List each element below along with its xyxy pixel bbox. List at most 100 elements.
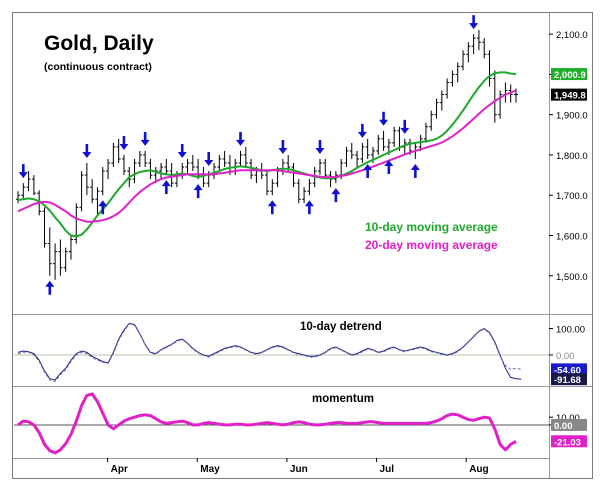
ohlc-bar — [296, 179, 301, 204]
close-last-value: 1,949.8 — [554, 91, 586, 102]
cycle-top-arrow — [278, 139, 288, 154]
arrow-head — [82, 152, 92, 158]
detrend-last-value-bg — [551, 363, 587, 376]
ohlc-bar — [21, 183, 26, 200]
cycle-bottom-arrow — [363, 163, 373, 178]
ohlc-bar — [317, 158, 322, 176]
arrow-head — [161, 180, 171, 187]
cycle-bottom-arrow — [304, 200, 314, 215]
ohlc-bar — [455, 62, 460, 83]
arrow-head — [379, 119, 389, 126]
cycle-top-arrow — [236, 131, 246, 146]
y-tick-label: 2,100.0 — [556, 30, 588, 41]
ohlc-bar — [137, 150, 142, 168]
momentum-last-value-bg — [551, 435, 587, 448]
cycle-bottom-arrow — [98, 200, 108, 215]
ohlc-bar — [111, 142, 116, 168]
x-tick-label-apr: Apr — [111, 464, 128, 475]
price-panel: 1,500.0 1,600.0 1,700.0 1,800.0 1,900.0 2,000… — [16, 15, 588, 295]
ohlc-bar — [429, 110, 434, 131]
detrend-secondary-line — [17, 323, 522, 382]
y-tick-label: 1,900.0 — [556, 111, 588, 122]
arrow-head — [315, 147, 325, 154]
cycle-top-arrow — [400, 119, 410, 134]
close-last-value-bg — [551, 88, 587, 101]
arrow-head — [469, 23, 479, 30]
cycle-top-arrow — [357, 123, 367, 138]
ma20-line — [17, 89, 517, 223]
detrend-secondary-last-value-bg — [551, 373, 587, 386]
arrow-head — [400, 127, 410, 134]
ohlc-bar — [487, 50, 492, 87]
x-tick-label-jun: Jun — [290, 464, 308, 475]
ohlc-bar — [16, 191, 20, 204]
ma-last-value: 2,000.9 — [554, 70, 586, 81]
cycle-bottom-arrow — [45, 280, 55, 295]
ohlc-bar — [450, 70, 455, 87]
arrow-head — [193, 184, 203, 191]
ohlc-bar — [222, 150, 227, 168]
momentum-last-value: -21.03 — [554, 437, 581, 448]
ohlc-bar — [132, 158, 137, 184]
ohlc-bar — [376, 134, 381, 155]
ohlc-bar — [58, 239, 63, 276]
ohlc-bar — [434, 98, 439, 119]
ohlc-bar — [79, 171, 84, 212]
momentum-zero-tag-bg — [551, 418, 587, 431]
ohlc-bar — [185, 158, 190, 176]
ohlc-bar — [291, 163, 296, 188]
y-tick-label: 1,800.0 — [556, 151, 588, 162]
ohlc-bar — [466, 42, 471, 63]
chart-subtitle: (continuous contract) — [44, 61, 152, 73]
y-tick-label: 1,500.0 — [556, 272, 588, 283]
x-tick-label-jul: Jul — [380, 464, 395, 475]
detrend-secondary-last-value: -91.68 — [554, 375, 581, 386]
ohlc-bar — [249, 158, 254, 180]
ohlc-bar — [323, 158, 328, 180]
arrow-head — [357, 131, 367, 138]
cycle-top-arrow — [177, 144, 187, 158]
arrow-head — [278, 147, 288, 154]
ohlc-bar — [100, 167, 105, 196]
ohlc-bar — [439, 90, 444, 111]
ohlc-bar — [492, 70, 497, 123]
ohlc-bar — [190, 154, 195, 172]
arrow-head — [267, 200, 277, 207]
ma20-legend-label: 20-day moving average — [365, 238, 498, 252]
cycle-top-arrow — [82, 144, 92, 158]
chart-border — [12, 12, 593, 479]
detrend-panel-title: 10-day detrend — [300, 321, 382, 333]
ohlc-bar — [143, 150, 148, 168]
cycle-top-arrow — [18, 164, 28, 179]
ohlc-bar — [84, 163, 89, 196]
cycle-bottom-arrow — [331, 188, 341, 203]
ohlc-bar — [302, 187, 307, 204]
momentum-panel: 10.000.00 -21.03 — [14, 392, 587, 455]
detrend-tick-label: 0.00 — [556, 351, 575, 362]
cycle-top-arrow — [140, 131, 150, 146]
ohlc-bar — [90, 179, 95, 204]
cycle-top-arrow — [315, 139, 325, 154]
ohlc-bar — [53, 243, 58, 280]
ohlc-bar — [63, 247, 68, 272]
ohlc-bar — [445, 78, 450, 99]
momentum-line — [17, 392, 517, 455]
ohlc-bar — [164, 158, 169, 176]
y-tick-label: 1,700.0 — [556, 191, 588, 202]
cycle-bottom-arrow — [267, 200, 277, 215]
cycle-bottom-arrow — [161, 180, 171, 195]
ohlc-bar — [270, 179, 275, 196]
ohlc-bar — [365, 138, 370, 159]
momentum-tick-label: 10.00 — [556, 413, 580, 424]
ohlc-bar — [116, 138, 121, 163]
ohlc-bar — [471, 34, 476, 55]
ohlc-bar — [392, 126, 397, 147]
y-tick-label: 1,600.0 — [556, 231, 588, 242]
ohlc-bar — [498, 90, 503, 119]
ohlc-bar — [482, 38, 487, 59]
ohlc-bar — [360, 142, 365, 163]
cycle-top-arrow — [469, 15, 479, 30]
ohlc-bar — [238, 150, 243, 168]
arrow-head — [98, 200, 108, 207]
